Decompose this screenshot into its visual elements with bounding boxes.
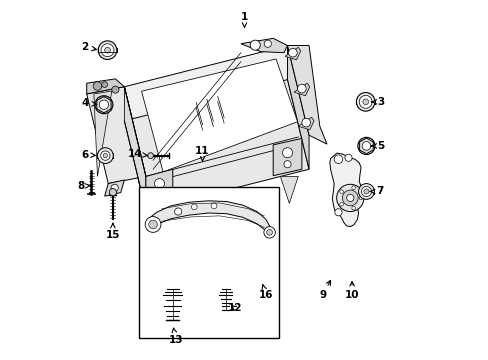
Polygon shape <box>280 176 298 203</box>
Circle shape <box>95 96 113 114</box>
Circle shape <box>111 184 118 192</box>
Polygon shape <box>124 45 308 176</box>
Circle shape <box>351 206 355 210</box>
Polygon shape <box>104 180 124 196</box>
Circle shape <box>154 179 164 189</box>
Text: 5: 5 <box>371 141 384 151</box>
Circle shape <box>361 186 371 197</box>
Circle shape <box>339 202 343 206</box>
Circle shape <box>336 184 363 212</box>
Circle shape <box>101 151 110 160</box>
Polygon shape <box>124 87 145 211</box>
Polygon shape <box>241 39 287 53</box>
Circle shape <box>97 148 113 163</box>
Polygon shape <box>86 87 145 184</box>
Polygon shape <box>287 45 308 169</box>
Polygon shape <box>287 45 326 144</box>
Circle shape <box>363 189 368 194</box>
Text: 15: 15 <box>105 223 120 239</box>
Circle shape <box>359 95 371 108</box>
Circle shape <box>99 100 108 109</box>
Circle shape <box>156 193 163 200</box>
Text: 16: 16 <box>258 285 273 301</box>
Polygon shape <box>86 79 124 94</box>
Polygon shape <box>329 153 362 226</box>
Circle shape <box>264 40 271 47</box>
Text: 12: 12 <box>228 303 242 314</box>
Circle shape <box>288 48 297 57</box>
Circle shape <box>301 118 310 127</box>
Circle shape <box>191 204 197 210</box>
Polygon shape <box>124 80 308 211</box>
Circle shape <box>344 154 351 161</box>
Circle shape <box>109 189 116 196</box>
Circle shape <box>250 40 260 50</box>
Circle shape <box>112 86 119 93</box>
Text: 7: 7 <box>369 186 383 197</box>
Circle shape <box>101 44 114 57</box>
Polygon shape <box>147 201 270 237</box>
Circle shape <box>98 41 117 59</box>
Circle shape <box>297 84 305 93</box>
Bar <box>139 187 278 338</box>
Text: 9: 9 <box>319 280 330 301</box>
Text: 10: 10 <box>344 282 359 301</box>
Circle shape <box>264 226 275 238</box>
Text: 14: 14 <box>127 149 148 159</box>
Circle shape <box>147 153 153 158</box>
Polygon shape <box>285 47 300 60</box>
Circle shape <box>356 93 374 111</box>
Polygon shape <box>145 169 172 211</box>
Circle shape <box>102 82 107 87</box>
Circle shape <box>357 137 374 154</box>
Text: 3: 3 <box>371 97 384 107</box>
Polygon shape <box>298 117 313 130</box>
Circle shape <box>104 47 110 53</box>
Circle shape <box>211 203 217 209</box>
Circle shape <box>339 190 343 193</box>
Text: 8: 8 <box>77 181 90 192</box>
Circle shape <box>284 161 290 168</box>
Circle shape <box>359 196 362 200</box>
Polygon shape <box>293 83 309 96</box>
Circle shape <box>351 186 355 189</box>
Circle shape <box>358 184 373 199</box>
Polygon shape <box>273 138 301 176</box>
Circle shape <box>93 82 102 90</box>
Circle shape <box>346 194 353 202</box>
Text: 11: 11 <box>195 145 209 161</box>
Polygon shape <box>94 91 112 176</box>
Circle shape <box>145 217 161 232</box>
Text: 6: 6 <box>81 150 95 160</box>
Text: 4: 4 <box>81 98 96 108</box>
Text: 13: 13 <box>168 328 183 345</box>
Circle shape <box>148 220 157 229</box>
Text: 2: 2 <box>81 42 96 52</box>
Circle shape <box>362 141 370 150</box>
Polygon shape <box>124 87 145 211</box>
Circle shape <box>266 229 272 235</box>
Circle shape <box>282 148 292 158</box>
Circle shape <box>333 155 342 163</box>
Circle shape <box>342 190 357 206</box>
Text: 1: 1 <box>241 12 247 28</box>
Polygon shape <box>142 59 297 172</box>
Circle shape <box>362 99 368 105</box>
Circle shape <box>103 153 107 158</box>
Circle shape <box>334 209 341 216</box>
Circle shape <box>174 208 182 215</box>
